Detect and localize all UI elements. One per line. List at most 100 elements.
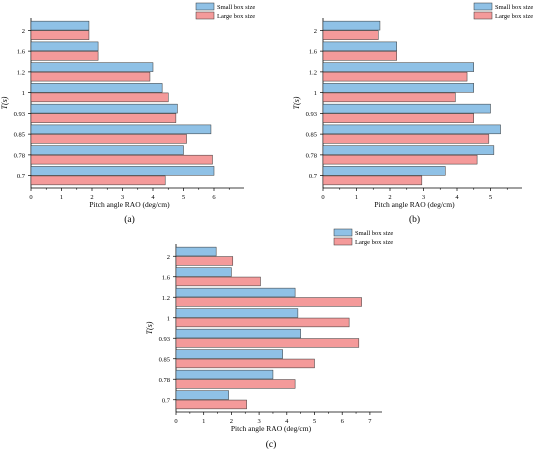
bar-small-1_2 bbox=[30, 62, 154, 72]
bar-large-0_78 bbox=[322, 154, 478, 165]
x-axis-title: Pitch angle RAO (deg/cm) bbox=[374, 200, 455, 209]
chart-panel-3: 0.7 0.78 0.85 0.93 1 1.2 1.6 2 0 1 2 3 4 5 6 7 Pitch ang… bbox=[145, 228, 393, 450]
x-tick-label: 1 bbox=[60, 194, 63, 201]
legend-label-large: Large box size bbox=[495, 13, 533, 20]
y-tick-label: 0.85 bbox=[306, 132, 317, 139]
bar-small-0_78 bbox=[175, 369, 274, 380]
bar-small-0_78 bbox=[322, 145, 495, 155]
y-tick-label: 1.2 bbox=[17, 69, 25, 76]
x-tick-label: 7 bbox=[368, 418, 372, 425]
bar-large-1 bbox=[30, 92, 169, 103]
x-tick-label: 1 bbox=[202, 418, 205, 425]
x-tick-label: 4 bbox=[455, 194, 459, 201]
bar-small-2 bbox=[175, 246, 217, 257]
y-tick-label: 0.93 bbox=[159, 336, 170, 343]
bar-small-1_2 bbox=[322, 62, 474, 72]
bar-small-0_85 bbox=[175, 349, 283, 359]
x-tick-label: 4 bbox=[285, 418, 289, 425]
bar-large-0_85 bbox=[30, 134, 187, 144]
bar-large-0_93 bbox=[30, 113, 177, 123]
chart-panel-2: 0.7 0.78 0.85 0.93 1 1.2 1.6 2 0 1 2 3 4 5 Pitch angle… bbox=[292, 2, 533, 225]
y-tick-label: 2 bbox=[22, 28, 25, 35]
bar-large-0_85 bbox=[322, 134, 490, 144]
x-axis-title: Pitch angle RAO (deg/cm) bbox=[231, 424, 312, 433]
legend-label-large: Large box size bbox=[217, 13, 255, 20]
x-tick-label: 3 bbox=[257, 418, 260, 425]
bar-large-0_78 bbox=[30, 154, 213, 165]
bar-large-0_85 bbox=[175, 358, 315, 369]
y-tick-label: 1.2 bbox=[309, 69, 317, 76]
bar-small-0_7 bbox=[30, 166, 215, 176]
bar-large-1_2 bbox=[175, 297, 362, 307]
y-tick-label: 0.85 bbox=[159, 356, 170, 363]
y-tick-label: 1 bbox=[22, 90, 25, 97]
x-tick-label: 5 bbox=[182, 194, 185, 201]
legend-swatch-small bbox=[473, 2, 493, 11]
legend-label-small: Small box size bbox=[217, 4, 255, 11]
bar-large-0_93 bbox=[175, 338, 360, 348]
y-tick-label: 1.6 bbox=[162, 274, 171, 281]
y-tick-label: 0.93 bbox=[14, 111, 25, 118]
bar-small-0_7 bbox=[175, 390, 229, 400]
y-tick-label: 0.78 bbox=[159, 377, 170, 384]
x-tick-label: 6 bbox=[212, 194, 216, 201]
bar-large-2 bbox=[322, 30, 379, 40]
y-tick-label: 1.2 bbox=[162, 295, 170, 302]
x-tick-label: 2 bbox=[230, 418, 233, 425]
y-axis-title: T(s) bbox=[0, 96, 9, 109]
bar-large-0_7 bbox=[322, 175, 423, 186]
chart-panel-1: 0.7 0.78 0.85 0.93 1 1.2 1.6 2 0 1 2 3 4 5 6 Pitch angl… bbox=[0, 2, 255, 225]
legend-swatch-small bbox=[333, 228, 353, 237]
legend-swatch-large bbox=[195, 11, 215, 20]
bar-small-1 bbox=[322, 83, 474, 93]
bar-large-2 bbox=[30, 30, 90, 40]
legend: Small box size Large box size bbox=[333, 228, 393, 246]
x-tick-label: 1 bbox=[355, 194, 358, 201]
bar-small-0_85 bbox=[30, 124, 212, 135]
y-tick-label: 0.7 bbox=[309, 173, 318, 180]
bar-large-1_2 bbox=[322, 71, 468, 82]
bar-large-0_7 bbox=[175, 399, 247, 410]
y-tick-label: 2 bbox=[167, 254, 170, 261]
legend-swatch-small bbox=[195, 2, 215, 11]
y-tick-label: 0.85 bbox=[14, 132, 25, 139]
y-tick-label: 0.78 bbox=[14, 152, 25, 159]
x-tick-label: 6 bbox=[341, 418, 345, 425]
y-tick-label: 0.93 bbox=[306, 111, 317, 118]
y-tick-label: 1 bbox=[167, 315, 170, 322]
bar-small-0_93 bbox=[30, 103, 178, 114]
bar-small-0_78 bbox=[30, 145, 184, 155]
bar-large-1 bbox=[175, 317, 350, 328]
y-axis-title: T(s) bbox=[145, 321, 154, 334]
x-tick-label: 0 bbox=[29, 194, 32, 201]
y-axis-title: T(s) bbox=[292, 96, 301, 109]
bar-small-1_6 bbox=[30, 41, 99, 52]
x-axis-title: Pitch angle RAO (deg/cm) bbox=[89, 200, 170, 209]
bar-large-0_93 bbox=[322, 113, 474, 123]
bar-small-2 bbox=[30, 20, 90, 31]
bar-small-1_6 bbox=[322, 41, 397, 52]
y-tick-label: 1.6 bbox=[309, 49, 318, 56]
bar-small-1_6 bbox=[175, 267, 232, 277]
panel-label: (a) bbox=[124, 214, 135, 225]
bar-small-0_7 bbox=[322, 166, 446, 176]
legend-swatch-large bbox=[473, 11, 493, 20]
y-tick-label: 0.7 bbox=[162, 397, 171, 404]
legend-label-large: Large box size bbox=[355, 239, 393, 246]
legend: Small box size Large box size bbox=[473, 2, 533, 20]
x-tick-label: 3 bbox=[121, 194, 124, 201]
bar-large-1_6 bbox=[175, 276, 261, 287]
bar-small-0_93 bbox=[175, 328, 301, 339]
legend-label-small: Small box size bbox=[355, 230, 393, 237]
legend: Small box size Large box size bbox=[195, 2, 255, 20]
bar-large-2 bbox=[175, 256, 234, 266]
y-tick-label: 0.7 bbox=[17, 173, 26, 180]
bar-large-1_2 bbox=[30, 71, 151, 82]
bar-small-1 bbox=[175, 308, 299, 318]
bar-small-1_2 bbox=[175, 287, 296, 298]
y-tick-label: 0.78 bbox=[306, 152, 317, 159]
panel-label: (c) bbox=[266, 439, 277, 450]
x-tick-label: 3 bbox=[422, 194, 425, 201]
x-tick-label: 2 bbox=[90, 194, 93, 201]
